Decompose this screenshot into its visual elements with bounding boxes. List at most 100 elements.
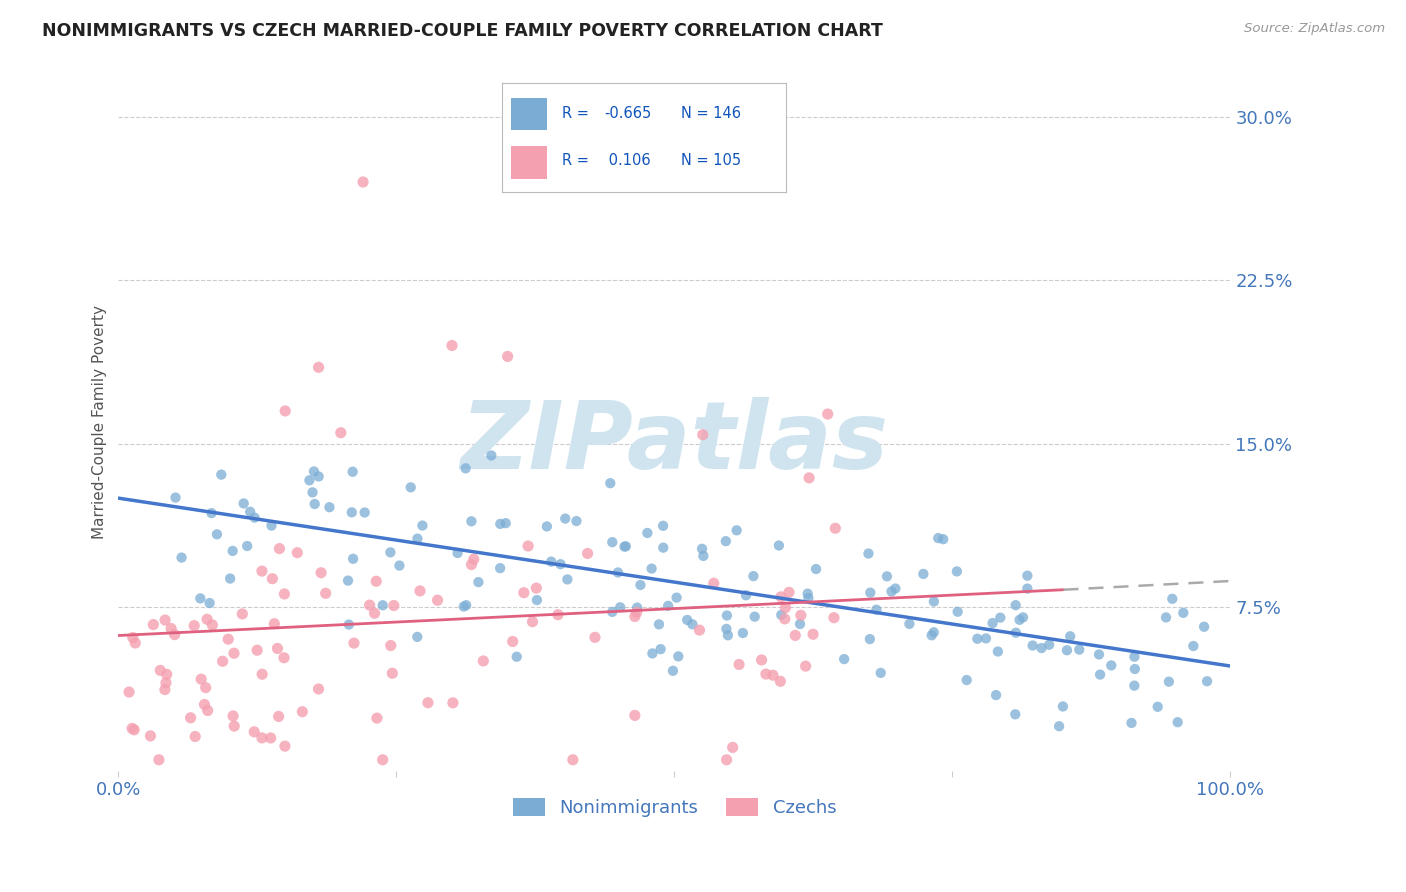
Point [1121, 715, 1143, 730]
Point [467, 575, 489, 590]
Point [744, 609, 766, 624]
Point [180, 711, 202, 725]
Point [876, 569, 898, 583]
Point [441, 696, 464, 710]
Point [194, 681, 217, 695]
Point [304, 497, 326, 511]
Point [1123, 679, 1146, 693]
Point [273, 587, 295, 601]
Point [626, 600, 648, 615]
Point [650, 642, 672, 657]
Point [984, 688, 1007, 702]
Point [547, 607, 569, 622]
Point [770, 607, 793, 622]
Point [703, 576, 725, 591]
Point [742, 569, 765, 583]
Point [1004, 707, 1026, 722]
Point [769, 590, 792, 604]
Point [790, 608, 813, 623]
Point [502, 634, 524, 648]
Point [1047, 719, 1070, 733]
Point [460, 558, 482, 572]
Point [381, 666, 404, 681]
Point [184, 730, 207, 744]
Point [489, 561, 512, 575]
Point [946, 605, 969, 619]
Point [1161, 591, 1184, 606]
Point [652, 541, 675, 555]
Point [1157, 674, 1180, 689]
Point [755, 667, 778, 681]
Point [1008, 613, 1031, 627]
Point [472, 654, 495, 668]
Point [526, 593, 548, 607]
Point [1031, 641, 1053, 656]
Point [250, 564, 273, 578]
Point [648, 617, 671, 632]
Point [731, 626, 754, 640]
Point [260, 518, 283, 533]
Point [613, 540, 636, 554]
Point [139, 729, 162, 743]
Point [453, 599, 475, 614]
Point [922, 594, 945, 608]
Point [657, 599, 679, 613]
Point [363, 607, 385, 621]
Point [1012, 610, 1035, 624]
Point [446, 546, 468, 560]
Text: Source: ZipAtlas.com: Source: ZipAtlas.com [1244, 22, 1385, 36]
Point [308, 360, 330, 375]
Point [156, 667, 179, 681]
Point [728, 657, 751, 672]
Point [260, 731, 283, 745]
Point [285, 546, 308, 560]
Legend: Nonimmigrants, Czechs: Nonimmigrants, Czechs [505, 790, 844, 824]
Point [195, 612, 218, 626]
Point [1099, 658, 1122, 673]
Point [922, 625, 945, 640]
Point [343, 636, 366, 650]
Point [735, 588, 758, 602]
Point [416, 696, 439, 710]
Point [224, 719, 246, 733]
Point [717, 628, 740, 642]
Point [239, 505, 262, 519]
Point [773, 612, 796, 626]
Point [409, 583, 432, 598]
Point [118, 685, 141, 699]
Point [262, 572, 284, 586]
Point [804, 562, 827, 576]
Point [274, 739, 297, 753]
Point [489, 516, 512, 531]
Point [221, 544, 243, 558]
Point [163, 627, 186, 641]
Point [778, 585, 800, 599]
Point [342, 465, 364, 479]
Point [859, 585, 882, 599]
Point [1059, 629, 1081, 643]
Point [243, 724, 266, 739]
Point [426, 593, 449, 607]
Point [797, 591, 820, 606]
Point [366, 711, 388, 725]
Point [628, 578, 651, 592]
Point [536, 519, 558, 533]
Point [823, 610, 845, 624]
Point [219, 572, 242, 586]
Point [513, 585, 536, 599]
Point [155, 675, 177, 690]
Point [1017, 582, 1039, 596]
Point [1017, 568, 1039, 582]
Point [517, 539, 540, 553]
Point [183, 618, 205, 632]
Point [789, 617, 811, 632]
Point [561, 753, 583, 767]
Point [463, 552, 485, 566]
Point [153, 682, 176, 697]
Point [340, 505, 363, 519]
Point [725, 524, 748, 538]
Point [565, 514, 588, 528]
Point [1038, 638, 1060, 652]
Point [479, 449, 502, 463]
Point [880, 584, 903, 599]
